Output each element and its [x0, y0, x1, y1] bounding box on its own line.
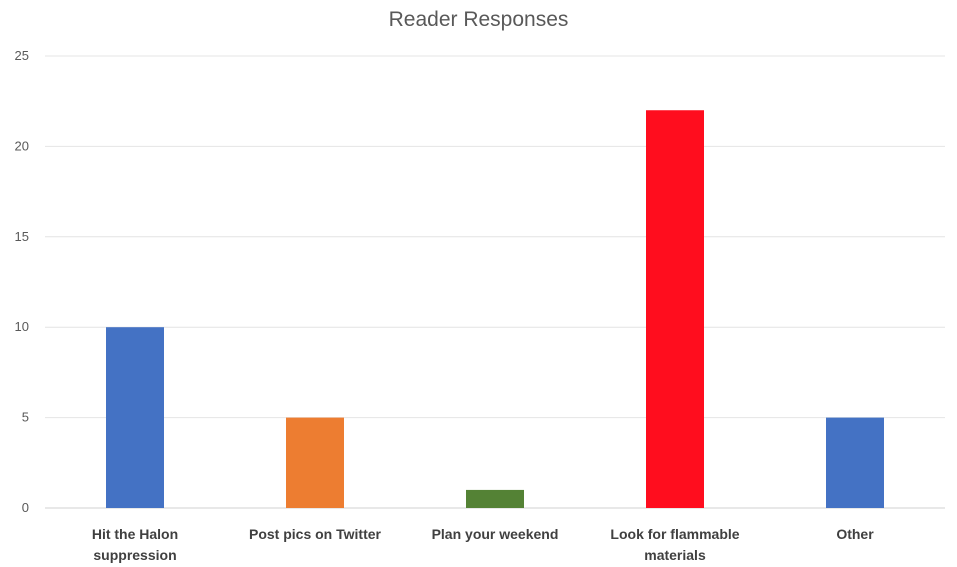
gridlines: [45, 55, 945, 509]
y-tick-label: 15: [15, 229, 29, 244]
x-category-label: Hit the Halon suppression: [92, 526, 178, 563]
x-category-label: Look for flammable materials: [610, 526, 739, 563]
chart-title: Reader Responses: [388, 8, 569, 31]
x-axis-labels: Hit the Halon suppression Post pics on Twi…: [92, 526, 874, 563]
y-tick-label: 5: [22, 410, 29, 425]
bar: [286, 417, 344, 508]
x-category-label: Post pics on Twitter: [249, 526, 382, 542]
y-tick-label: 10: [15, 319, 29, 334]
y-tick-label: 20: [15, 138, 29, 153]
bar: [646, 110, 704, 509]
bars: [106, 110, 884, 509]
bar: [466, 489, 524, 508]
bar: [826, 417, 884, 508]
x-category-label: Plan your weekend: [432, 526, 559, 542]
y-tick-label: 25: [15, 48, 29, 63]
bar: [106, 327, 164, 508]
y-axis-ticks: 0 5 10 15 20 25: [15, 48, 29, 515]
x-category-label: Other: [836, 526, 874, 542]
y-tick-label: 0: [22, 500, 29, 515]
